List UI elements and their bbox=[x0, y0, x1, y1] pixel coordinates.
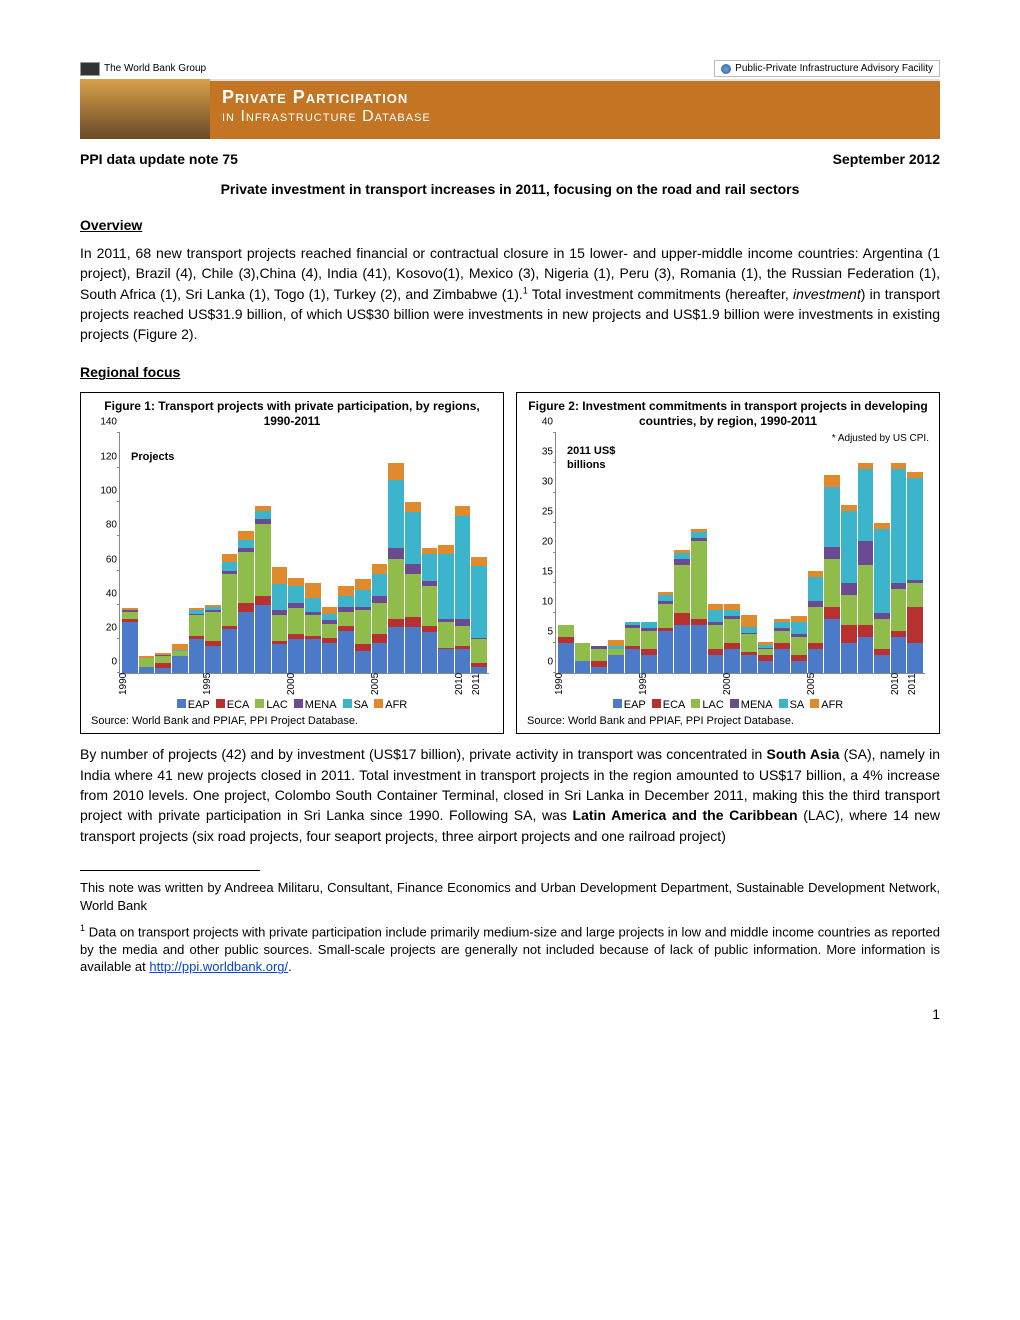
note-date: September 2012 bbox=[833, 151, 940, 167]
overview-para: In 2011, 68 new transport projects reach… bbox=[80, 243, 940, 344]
fig2-source: Source: World Bank and PPIAF, PPI Projec… bbox=[527, 715, 929, 727]
fig2-title: Figure 2: Investment commitments in tran… bbox=[527, 399, 929, 429]
fig1-legend: EAPECALACMENASAAFR bbox=[91, 699, 493, 711]
fig2-legend: EAPECALACMENASAAFR bbox=[527, 699, 929, 711]
banner-line1: Private Participation bbox=[222, 87, 928, 108]
ppiaf-label: Public-Private Infrastructure Advisory F… bbox=[735, 63, 933, 74]
body-para-2: By number of projects (42) and by invest… bbox=[80, 744, 940, 845]
regional-head: Regional focus bbox=[80, 364, 940, 380]
fig1-source: Source: World Bank and PPIAF, PPI Projec… bbox=[91, 715, 493, 727]
banner: Private Participation in Infrastructure … bbox=[80, 79, 940, 139]
figure-1: Figure 1: Transport projects with privat… bbox=[80, 392, 504, 734]
overview-head: Overview bbox=[80, 217, 940, 233]
banner-line2: in Infrastructure Database bbox=[222, 108, 928, 126]
page-title: Private investment in transport increase… bbox=[80, 181, 940, 197]
footnote-author: This note was written by Andreea Militar… bbox=[80, 879, 940, 914]
figure-2: Figure 2: Investment commitments in tran… bbox=[516, 392, 940, 734]
footnote-1: 1 Data on transport projects with privat… bbox=[80, 922, 940, 976]
ppi-link[interactable]: http://ppi.worldbank.org/ bbox=[149, 959, 288, 974]
footnote-separator bbox=[80, 870, 260, 871]
note-id: PPI data update note 75 bbox=[80, 151, 238, 167]
ppiaf-badge: Public-Private Infrastructure Advisory F… bbox=[714, 60, 940, 77]
wb-label: The World Bank Group bbox=[104, 63, 206, 74]
fig1-title: Figure 1: Transport projects with privat… bbox=[91, 399, 493, 429]
charts-row: Figure 1: Transport projects with privat… bbox=[80, 392, 940, 734]
wb-logo: The World Bank Group bbox=[80, 62, 206, 76]
note-row: PPI data update note 75 September 2012 bbox=[80, 151, 940, 167]
top-bar: The World Bank Group Public-Private Infr… bbox=[80, 60, 940, 77]
page-number: 1 bbox=[80, 1006, 940, 1022]
ppiaf-icon bbox=[721, 64, 731, 74]
